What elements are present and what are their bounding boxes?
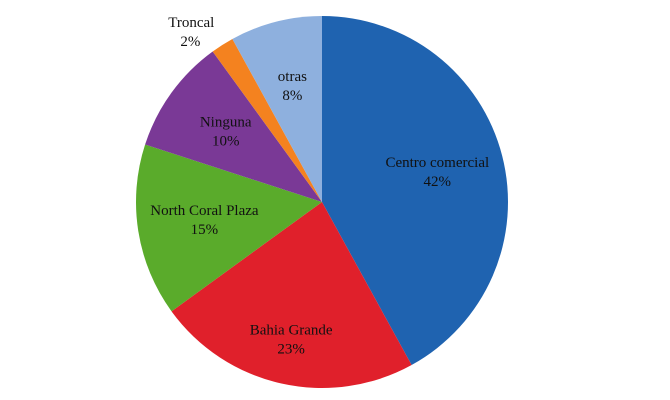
slice-label: Bahia Grande: [250, 322, 333, 338]
slice-label: Centro comercial: [385, 155, 489, 171]
pie-slice: [322, 16, 508, 365]
slice-value-label: 10%: [212, 133, 240, 149]
slice-label: Troncal: [168, 15, 214, 31]
pie-slice: [145, 51, 322, 202]
slice-label: Ninguna: [200, 114, 252, 130]
slice-value-label: 2%: [180, 34, 200, 50]
slice-value-label: 42%: [424, 174, 452, 190]
pie-slice: [232, 16, 322, 202]
slice-value-label: 15%: [191, 222, 219, 238]
pie-slice: [136, 144, 322, 312]
slice-label: North Coral Plaza: [150, 203, 259, 219]
slice-value-label: 8%: [282, 88, 302, 104]
slice-label: otras: [278, 69, 307, 85]
slice-value-label: 23%: [277, 341, 305, 357]
pie-slice: [212, 39, 322, 202]
pie-slice: [171, 202, 412, 388]
